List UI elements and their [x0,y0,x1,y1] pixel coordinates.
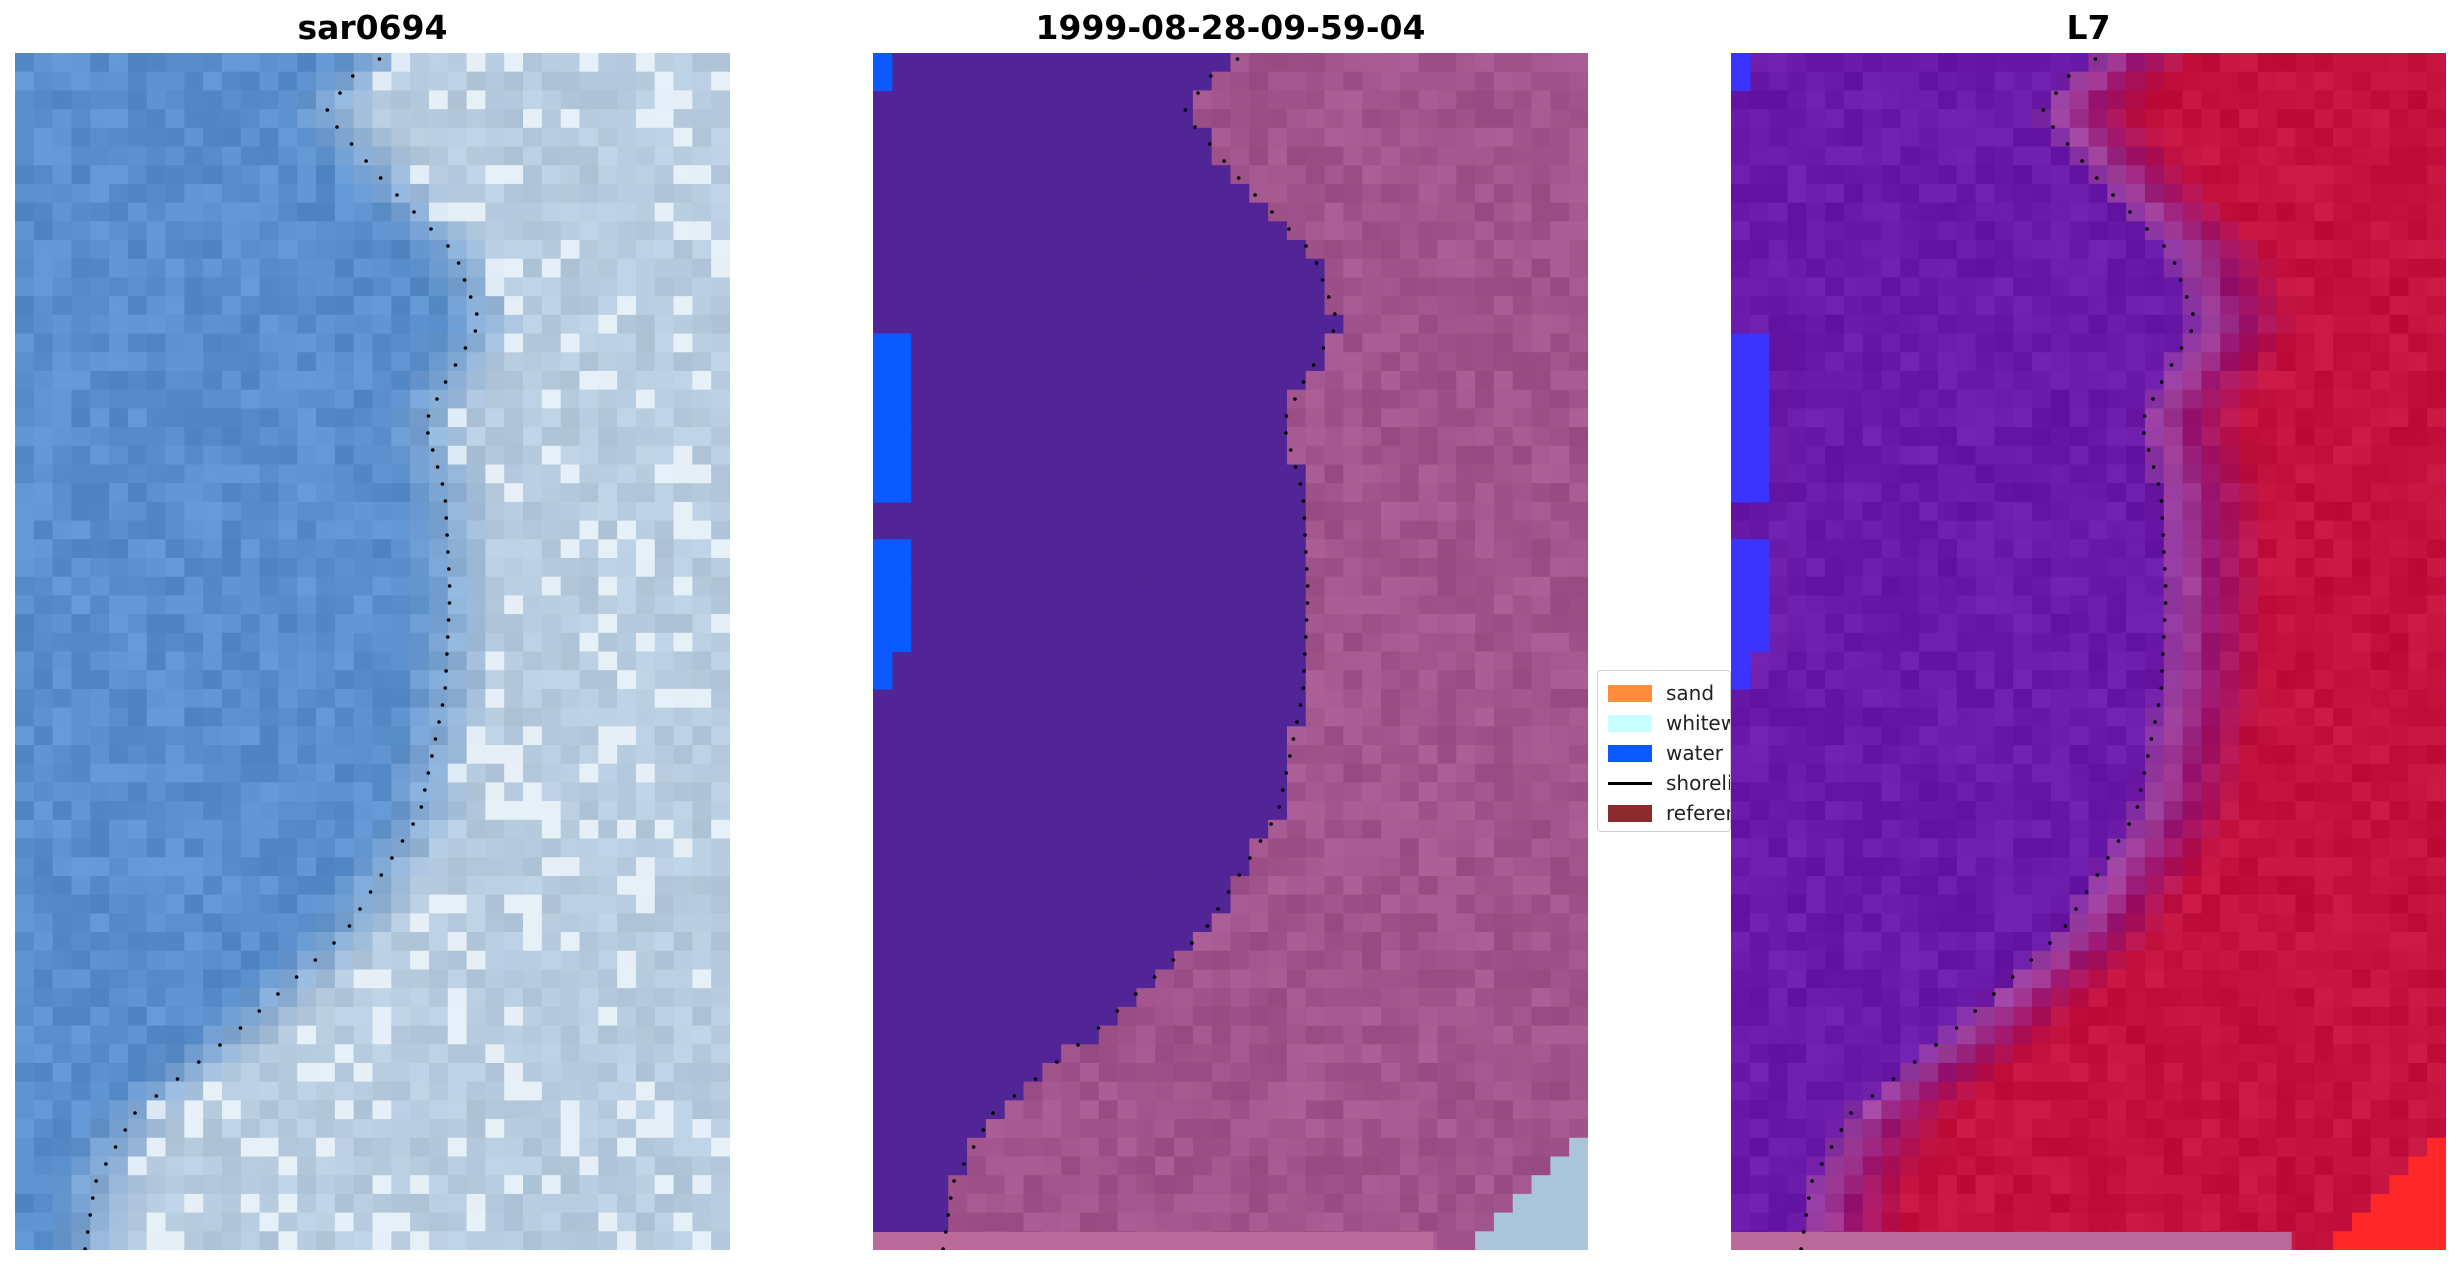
legend-item-reference: reference [1608,801,1730,825]
panel-title-index: L7 [2066,8,2111,47]
legend-swatch [1608,781,1652,785]
shoreline-dots [83,57,479,1250]
shoreline-dots [941,57,1337,1250]
legend-swatch [1608,684,1652,702]
panel-title-rgb: sar0694 [297,8,448,47]
index-image [1731,53,2446,1250]
classification-image [873,53,1588,1250]
classification-image-panel [873,53,1588,1250]
legend-item-sand: sand [1608,681,1714,705]
legend-item-shoreline: shoreline [1608,771,1730,795]
rgb-image-panel [15,53,730,1250]
legend-label: water [1666,741,1723,765]
legend-label: reference [1666,801,1730,825]
legend-swatch [1608,804,1652,822]
shoreline-dots [1799,57,2195,1250]
legend-item-water: water [1608,741,1723,765]
legend-swatch [1608,744,1652,762]
legend-label: shoreline [1666,771,1730,795]
legend-label: sand [1666,681,1715,705]
index-image-panel [1731,53,2446,1250]
panel-title-classification: 1999-08-28-09-59-04 [1035,8,1426,47]
rgb-image [15,53,730,1250]
legend-swatch [1608,714,1652,732]
